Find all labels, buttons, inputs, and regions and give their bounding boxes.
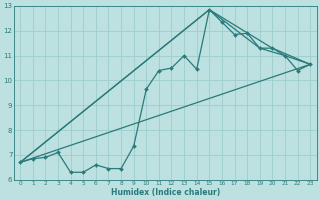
X-axis label: Humidex (Indice chaleur): Humidex (Indice chaleur): [111, 188, 220, 197]
